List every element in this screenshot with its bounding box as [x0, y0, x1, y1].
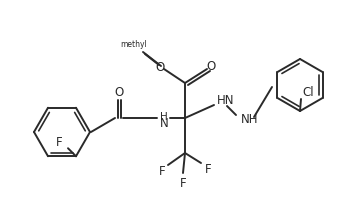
Text: Cl: Cl: [302, 86, 314, 99]
Text: methyl: methyl: [121, 40, 147, 48]
Text: F: F: [205, 163, 211, 176]
Text: O: O: [206, 59, 216, 73]
Text: H: H: [160, 112, 168, 122]
Text: O: O: [114, 86, 124, 99]
Text: N: N: [159, 117, 168, 130]
Text: NH: NH: [241, 112, 258, 125]
Text: F: F: [56, 136, 62, 149]
Text: HN: HN: [217, 94, 235, 106]
Text: F: F: [180, 176, 186, 189]
Text: F: F: [159, 165, 165, 178]
Text: O: O: [155, 61, 164, 73]
